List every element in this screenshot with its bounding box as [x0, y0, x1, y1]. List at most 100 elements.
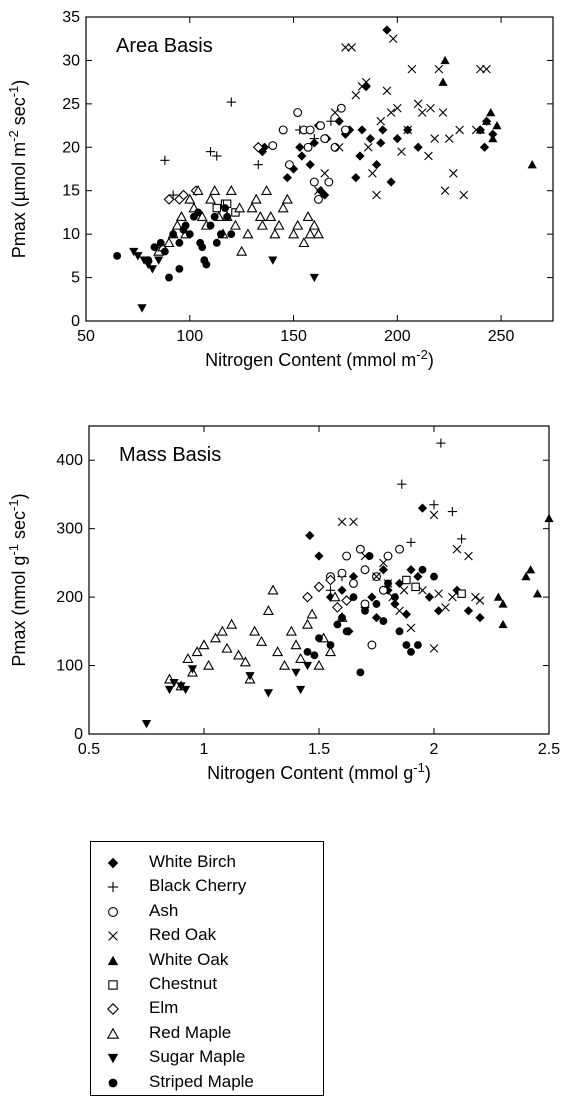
area-point-red-oak	[388, 34, 398, 44]
area-y-tick-label: 0	[71, 313, 80, 330]
area-point-white-oak	[475, 125, 485, 134]
area-point-black-cherry	[309, 134, 319, 144]
area-point-red-oak	[361, 77, 371, 87]
area-point-red-maple	[292, 219, 304, 230]
area-point-white-oak	[481, 116, 492, 125]
legend-symbol-filled-triangle-down	[107, 1054, 119, 1064]
area-point-red-oak	[320, 169, 329, 178]
open-circle-marker	[108, 906, 118, 917]
legend-label: Red Maple	[149, 1022, 232, 1042]
area-point-sugar-maple	[133, 252, 143, 261]
mass-point-red-maple	[301, 618, 314, 629]
area-point-red-oak	[482, 64, 491, 74]
legend-label: Red Oak	[149, 925, 217, 945]
area-series-striped-maple	[113, 204, 236, 282]
area-point-striped-maple	[212, 238, 221, 247]
area-point-white-birch	[351, 173, 361, 183]
area-point-ash	[293, 108, 303, 118]
mass-point-sugar-maple	[169, 678, 179, 688]
mass-data-points	[141, 438, 554, 729]
mass-point-ash	[395, 544, 404, 554]
mass-point-sugar-maple	[164, 685, 175, 695]
area-point-striped-maple	[113, 251, 122, 260]
area-point-white-birch	[382, 25, 392, 35]
area-point-white-oak	[488, 134, 498, 143]
mass-point-elm	[313, 581, 325, 593]
mass-point-chestnut	[457, 589, 466, 598]
area-point-ash	[284, 160, 294, 170]
area-series-ash	[268, 103, 350, 204]
mass-series-chestnut	[402, 575, 466, 598]
area-plot-frame	[85, 16, 554, 322]
legend-item-black-cherry: Black Cherry	[91, 874, 323, 898]
area-point-red-oak	[424, 151, 433, 161]
mass-point-red-maple	[249, 625, 261, 636]
area-chart-title: Area Basis	[116, 35, 213, 57]
area-point-ash	[278, 125, 288, 135]
legend: White Birch Black Cherry Ash Red Oak White O…	[90, 841, 324, 1096]
area-point-ash	[268, 141, 278, 151]
mass-point-striped-maple	[379, 617, 388, 625]
area-point-black-cherry	[226, 97, 236, 107]
area-point-white-birch	[334, 116, 344, 126]
area-point-white-birch	[365, 134, 375, 144]
area-x-tick-label: 50	[77, 328, 95, 345]
area-point-red-oak	[363, 142, 373, 152]
mass-series-white-birch	[305, 503, 485, 636]
area-point-red-maple	[269, 228, 281, 239]
area-data-points	[113, 25, 537, 313]
area-point-elm	[163, 194, 175, 205]
area-point-red-oak	[407, 64, 417, 74]
area-y-tick-label: 5	[71, 270, 80, 287]
mass-point-ash	[342, 551, 352, 561]
area-point-black-cherry	[160, 155, 170, 165]
legend-label: Ash	[149, 900, 179, 920]
area-point-red-maple	[184, 193, 196, 204]
mass-chart-title: Mass Basis	[119, 444, 221, 466]
mass-point-chestnut	[411, 582, 420, 592]
mass-point-red-oak	[452, 544, 462, 554]
mass-point-striped-maple	[338, 613, 346, 622]
mass-y-tick-label: 0	[74, 726, 83, 743]
filled-circle-marker	[108, 1078, 118, 1088]
area-point-white-oak	[438, 77, 448, 86]
mass-point-red-maple	[226, 618, 238, 629]
mass-point-red-maple	[239, 656, 251, 667]
area-point-red-oak	[376, 116, 386, 126]
area-point-red-oak	[444, 134, 454, 143]
area-point-red-maple	[277, 202, 289, 213]
mass-point-sugar-maple	[187, 665, 198, 674]
area-point-red-oak	[449, 169, 458, 178]
mass-point-sugar-maple	[181, 685, 191, 695]
mass-y-tick-label: 300	[56, 521, 83, 538]
area-basis-chart: 50 100 150 200 250 0 5 10 15 20 25 30 35 Area Basis Ni…	[6, 9, 554, 370]
area-point-white-birch	[355, 151, 365, 161]
mass-point-striped-maple	[361, 606, 369, 615]
area-point-white-birch	[479, 142, 490, 152]
mass-point-red-oak	[441, 603, 450, 612]
filled-triangle-up-marker	[107, 955, 119, 965]
area-point-striped-maple	[175, 238, 184, 247]
mass-point-red-oak	[429, 510, 439, 520]
area-point-red-oak	[403, 125, 413, 135]
area-point-striped-maple	[217, 230, 225, 239]
mass-x-tick-label: 2.5	[538, 741, 560, 758]
mass-y-axis-label: Pmax (nmol g-1 sec-1)	[6, 493, 30, 666]
area-point-red-maple	[209, 184, 221, 195]
area-point-black-cherry	[253, 160, 263, 170]
mass-point-white-birch	[337, 585, 347, 595]
mass-point-red-maple	[221, 642, 233, 653]
mass-point-striped-maple	[384, 579, 392, 588]
area-point-red-maple	[204, 193, 217, 204]
legend-symbol-filled-circle	[108, 1078, 118, 1088]
open-diamond-marker	[107, 1003, 119, 1016]
area-point-sugar-maple	[154, 256, 164, 265]
area-point-ash	[336, 103, 346, 113]
area-point-white-birch	[320, 190, 330, 200]
area-point-white-birch	[376, 138, 386, 148]
area-point-sugar-maple	[309, 273, 319, 283]
area-point-white-oak	[492, 120, 502, 130]
area-y-tick-label: 10	[62, 226, 80, 243]
area-point-striped-maple	[194, 208, 202, 217]
mass-point-striped-maple	[365, 552, 374, 560]
